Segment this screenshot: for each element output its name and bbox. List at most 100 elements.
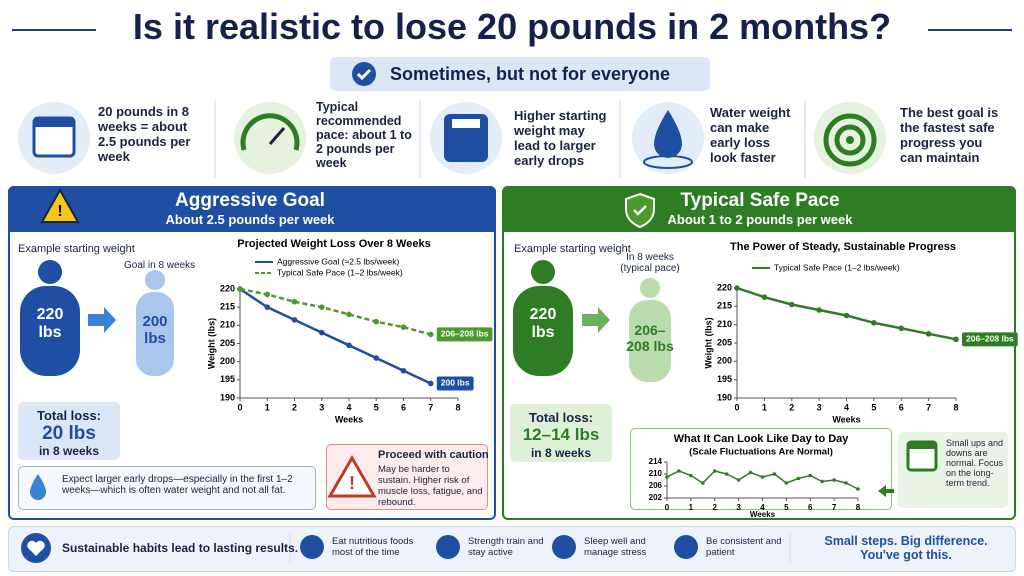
goal-label: In 8 weeks (typical pace) [620,252,680,274]
x-tick-label: 1 [265,402,270,412]
data-point [772,472,777,476]
data-point [820,479,824,484]
legend-label: Typical Safe Pace (1–2 lbs/week) [277,267,403,277]
y-tick-label: 214 [649,457,663,466]
y-tick-label: 202 [649,493,663,502]
data-point [701,481,705,485]
x-tick-label: 5 [871,402,876,412]
series-line [239,287,432,336]
aggressive-header [8,186,496,232]
note: Expect larger early drops—especially in … [62,474,293,496]
end-label: 206–208 lbs [966,334,1014,344]
data-point [264,304,271,310]
data-point [724,472,729,476]
end-label-box [436,376,474,391]
day-box [630,428,892,510]
panel-graphics: ! ! [20,187,938,563]
data-point [400,367,407,374]
x-tick-label: 2 [789,402,794,412]
x-tick-label: 7 [428,402,433,412]
x-tick-label: 0 [734,402,739,412]
end-label-box [436,327,493,342]
start-weight: 220 lbs [36,306,64,341]
caution-title: Proceed with caution [378,449,489,461]
svg-text:!: ! [349,473,355,493]
x-tick-label: 4 [844,402,849,412]
data-point [427,331,434,338]
data-point [856,487,860,491]
chart-title: The Power of Steady, Sustainable Progres… [730,241,956,253]
goal-weight: 200 lbs [142,313,168,347]
svg-text:!: ! [57,203,62,220]
data-point [925,331,932,337]
answer-box [330,57,710,91]
series-line [666,470,859,490]
data-point [291,298,298,305]
x-tick-label: 0 [665,503,670,512]
y-tick-label: 215 [220,302,235,312]
y-axis-label: Weight (lbs) [206,318,216,369]
x-tick-label: 8 [953,402,958,412]
y-tick-label: 195 [220,374,235,384]
end-label-box [962,332,1018,347]
end-label: 200 lbs [441,378,470,388]
x-tick-label: 5 [374,402,379,412]
start-label: Example starting weight [514,243,631,255]
fact: Water weight can make early loss look fa… [710,105,791,165]
data-point [748,470,753,475]
x-tick-label: 1 [762,402,767,412]
data-point [237,286,243,292]
x-tick-label: 7 [926,402,931,412]
start-label: Example starting weight [18,243,135,255]
data-point [318,304,325,310]
x-tick-label: 8 [455,402,460,412]
data-point [734,285,740,291]
chart-title: What It Can Look Like Day to Day [674,433,850,445]
data-point [760,475,765,479]
y-tick-label: 200 [717,356,732,366]
x-axis-label: Weeks [832,414,860,424]
footer-item: Be consistent and patient [706,536,782,558]
end-label: 206–208 lbs [441,329,489,339]
data-point [898,325,905,332]
y-tick-label: 206 [649,481,663,490]
data-point [808,473,813,478]
data-point [761,294,768,300]
start-weight: 220 lbs [529,306,557,341]
data-point [373,355,380,361]
data-point [318,329,325,336]
data-point [291,317,298,323]
fact: The best goal is the fastest safe progre… [900,105,999,165]
data-point [264,291,271,298]
data-point [871,320,877,326]
total-label: Total loss: [36,408,102,423]
total-period: in 8 weeks [38,444,100,458]
data-point [796,476,801,481]
x-tick-label: 5 [784,503,789,512]
x-tick-label: 6 [899,402,904,412]
x-tick-label: 3 [319,402,324,412]
legend-label: Typical Safe Pace (1–2 lbs/week) [774,262,900,272]
tip: Small ups and downs are normal. Focus on… [946,438,1004,488]
y-tick-label: 220 [220,283,235,293]
total-box [510,404,612,462]
panel-title: Aggressive Goal [175,190,325,211]
data-point [689,473,693,478]
answer: Sometimes, but not for everyone [390,64,671,84]
panel-subtitle: About 2.5 pounds per week [165,212,335,227]
x-tick-label: 1 [689,503,694,512]
y-tick-label: 210 [649,469,663,478]
y-tick-label: 215 [717,301,732,311]
goal-label: Goal in 8 weeks [124,260,196,271]
data-point [677,469,681,473]
footer-lead: Sustainable habits lead to lasting resul… [62,541,299,555]
check-icon [356,68,372,81]
y-tick-label: 200 [220,356,235,366]
safe-header [502,186,1016,232]
y-tick-label: 210 [717,319,732,329]
x-tick-label: 8 [856,503,861,512]
data-point [832,478,836,482]
x-tick-label: 4 [760,503,765,512]
